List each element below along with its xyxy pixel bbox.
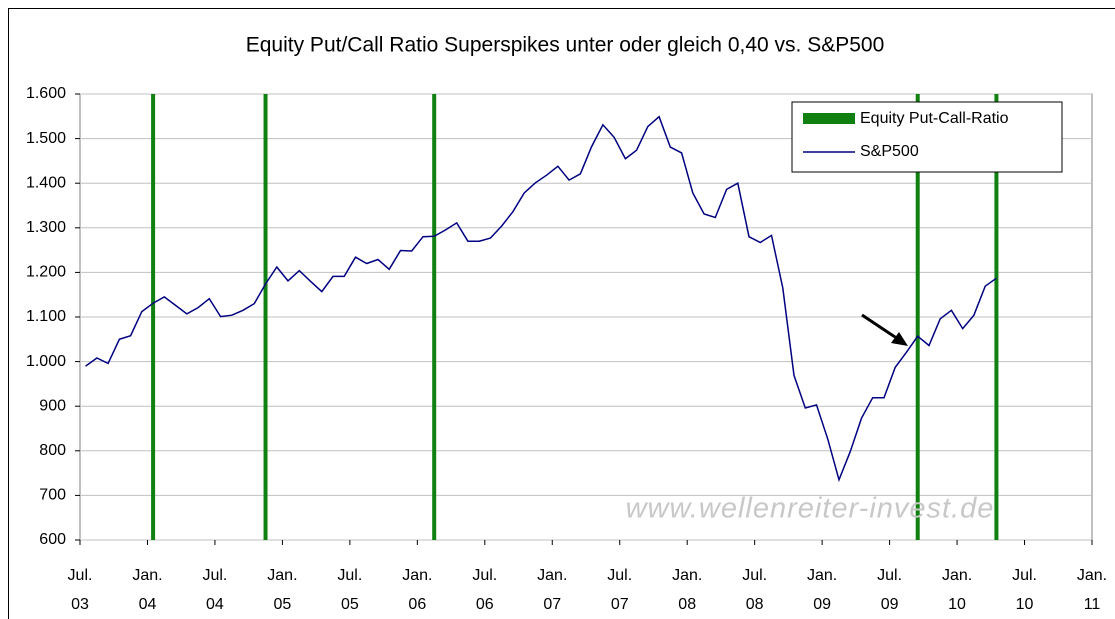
x-tick-label: 06 [408, 596, 426, 613]
spike-bar [915, 94, 920, 540]
x-tick-label: Jul. [68, 567, 93, 584]
x-tick-label: Jul. [202, 567, 227, 584]
spike-bar [432, 94, 437, 540]
x-tick-label: 08 [746, 596, 764, 613]
x-tick-label: Jul. [1012, 567, 1037, 584]
x-tick-label: Jan. [267, 567, 297, 584]
x-tick-label: 06 [476, 596, 494, 613]
arrow-head [891, 332, 908, 346]
y-tick-label: 900 [39, 397, 66, 414]
x-tick-label: Jan. [942, 567, 972, 584]
legend: Equity Put-Call-Ratio S&P500 [791, 101, 1063, 173]
watermark: www.wellenreiter-invest.de [626, 493, 995, 525]
y-tick-label: 1.200 [26, 264, 66, 281]
chart-title: Equity Put/Call Ratio Superspikes unter … [246, 34, 885, 57]
x-tick-label: Jul. [877, 567, 902, 584]
x-tick-label: 08 [678, 596, 696, 613]
x-tick-label: 03 [71, 596, 89, 613]
x-tick-label: 05 [274, 596, 292, 613]
y-tick-label: 1.000 [26, 353, 66, 370]
x-tick-label: 04 [139, 596, 157, 613]
spike-bar [151, 94, 156, 540]
y-tick-label: 1.600 [26, 85, 66, 102]
x-tick-label: 04 [206, 596, 224, 613]
legend-label: S&P500 [860, 143, 919, 160]
y-tick-label: 1.300 [26, 219, 66, 236]
spike-bar [994, 94, 999, 540]
x-tick-label: Jan. [1077, 567, 1107, 584]
x-tick-label: Jan. [807, 567, 837, 584]
x-tick-label: 09 [813, 596, 831, 613]
line-series [85, 115, 997, 483]
y-tick-label: 700 [39, 487, 66, 504]
arrow [861, 313, 899, 341]
x-tick-label: 09 [881, 596, 899, 613]
x-tick-label: 05 [341, 596, 359, 613]
x-tick-label: Jul. [742, 567, 767, 584]
legend-swatch [803, 113, 855, 124]
x-tick-label: Jan. [132, 567, 162, 584]
x-tick-label: Jan. [672, 567, 702, 584]
x-tick-label: 11 [1084, 596, 1101, 613]
x-tick-label: Jan. [537, 567, 567, 584]
y-tick-label: 800 [39, 442, 66, 459]
x-tick-label: 07 [611, 596, 629, 613]
legend-label: Equity Put-Call-Ratio [860, 110, 1009, 127]
x-tick-label: Jan. [402, 567, 432, 584]
x-tick-label: Jul. [607, 567, 632, 584]
x-tick-label: Jul. [337, 567, 362, 584]
y-tick-label: 1.500 [26, 130, 66, 147]
x-tick-label: 07 [543, 596, 561, 613]
spike-bar [263, 94, 268, 540]
x-tick-label: 10 [948, 596, 966, 613]
y-tick-label: 600 [39, 531, 66, 548]
x-tick-label: Jul. [472, 567, 497, 584]
x-tick-label: 10 [1016, 596, 1034, 613]
y-tick-label: 1.400 [26, 174, 66, 191]
y-tick-label: 1.100 [26, 308, 66, 325]
